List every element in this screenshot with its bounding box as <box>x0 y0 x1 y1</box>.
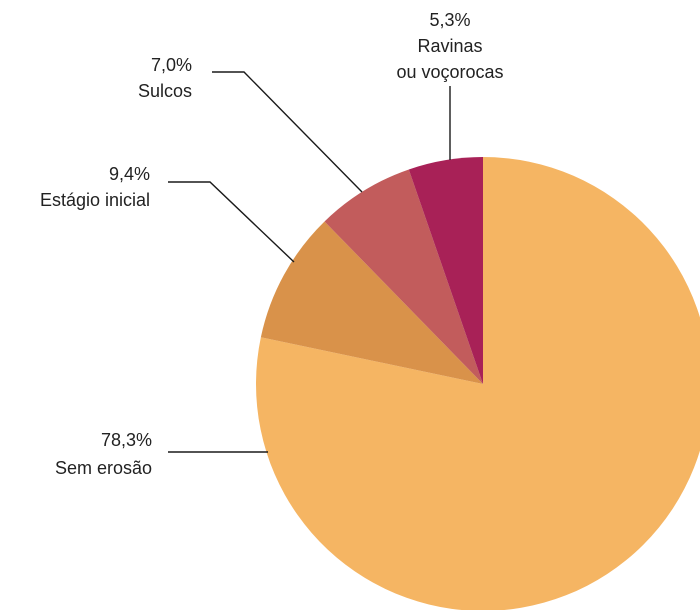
name-label-estagio-inicial: Estágio inicial <box>40 190 150 210</box>
pct-label-sem-erosao: 78,3% <box>101 430 152 450</box>
label-ravinas-ou-vocorocas: 5,3% Ravinas ou voçorocas <box>396 10 504 160</box>
label-estagio-inicial: 9,4% Estágio inicial <box>40 164 295 263</box>
pie-slice-sulcos <box>324 169 483 384</box>
leader-line-estagio-inicial <box>168 181 295 263</box>
pie-slice-ravinas-ou-vocorocas <box>408 157 483 384</box>
pct-label-estagio-inicial: 9,4% <box>109 164 150 184</box>
label-sulcos: 7,0% Sulcos <box>138 55 363 193</box>
pie-slices <box>256 157 700 610</box>
pie-slice-estagio-inicial <box>260 221 483 384</box>
pct-label-sulcos: 7,0% <box>151 55 192 75</box>
name-label-sem-erosao: Sem erosão <box>55 458 152 478</box>
name-label-ravinas-line-2: ou voçorocas <box>396 62 503 82</box>
name-label-sulcos: Sulcos <box>138 81 192 101</box>
pie-slice-sem-erosao <box>256 157 700 610</box>
label-sem-erosao: 78,3% Sem erosão <box>55 430 268 478</box>
pct-label-ravinas: 5,3% <box>429 10 470 30</box>
name-label-ravinas-line-1: Ravinas <box>417 36 482 56</box>
leader-line-sulcos <box>212 71 363 193</box>
